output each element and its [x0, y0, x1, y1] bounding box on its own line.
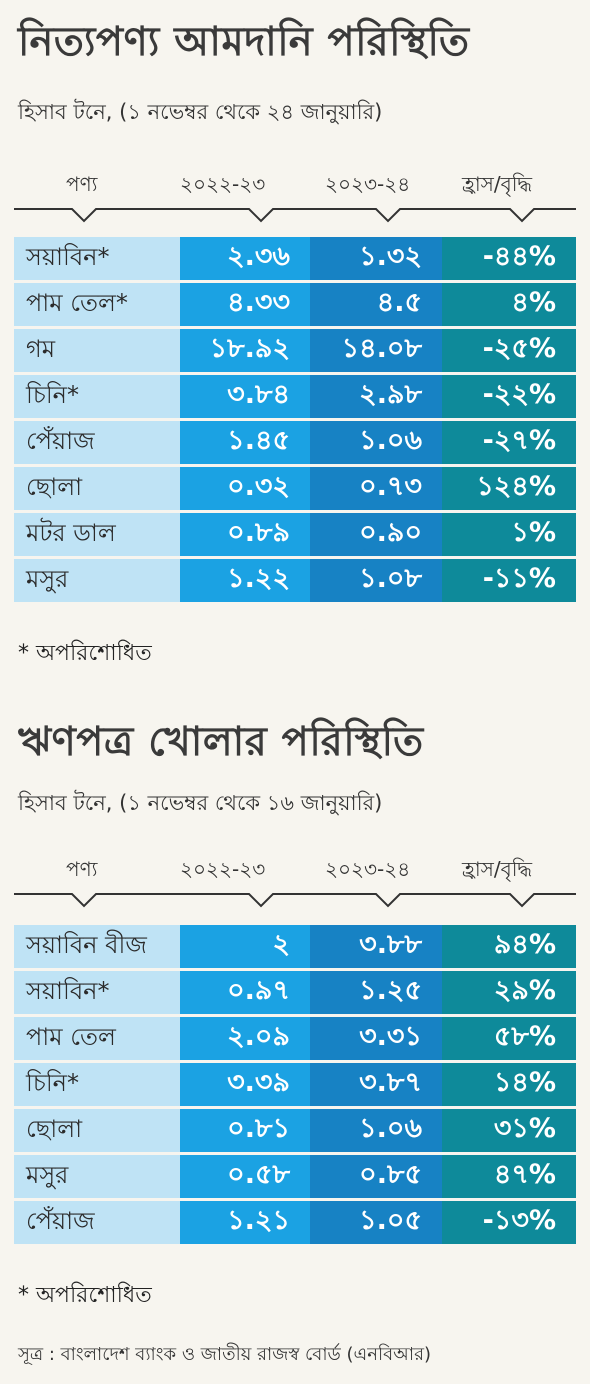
value-2022-23-cell: ২.৩৬: [180, 237, 310, 280]
table1-header-divider: [14, 208, 576, 223]
change-cell: ১৪%: [442, 1063, 576, 1106]
value-2022-23-cell: ৪.৩৩: [180, 283, 310, 326]
value-2022-23-cell: ০.৫৮: [180, 1155, 310, 1198]
value-2022-23-cell: ৩.৩৯: [180, 1063, 310, 1106]
value-2023-24-cell: ১৪.০৮: [310, 329, 442, 372]
product-cell: সয়াবিন*: [14, 971, 180, 1014]
table-row: চিনি* ৩.৩৯ ৩.৮৭ ১৪%: [14, 1063, 576, 1106]
table-row: পাম তেল* ৪.৩৩ ৪.৫ ৪%: [14, 283, 576, 326]
change-cell: -২৫%: [442, 329, 576, 372]
change-cell: ৪৭%: [442, 1155, 576, 1198]
table1-body: সয়াবিন* ২.৩৬ ১.৩২ -৪৪% পাম তেল* ৪.৩৩ ৪.৫ ৪% গম ১…: [14, 237, 576, 605]
table-row: পেঁয়াজ ১.৪৫ ১.০৬ -২৭%: [14, 421, 576, 464]
table1-header-product: পণ্য: [66, 172, 98, 196]
table1-header-2022: ২০২২-২৩: [180, 172, 266, 196]
product-cell: মটর ডাল: [14, 513, 180, 556]
value-2022-23-cell: ৩.৮৪: [180, 375, 310, 418]
change-cell: -২৭%: [442, 421, 576, 464]
source-credit: সূত্র : বাংলাদেশ ব্যাংক ও জাতীয় রাজস্ব …: [18, 1344, 432, 1365]
change-cell: ১২৪%: [442, 467, 576, 510]
table-row: সয়াবিন বীজ ২ ৩.৮৮ ৯৪%: [14, 925, 576, 968]
table2-header-divider: [14, 893, 576, 908]
table2-header-2022: ২০২২-২৩: [180, 857, 266, 881]
product-cell: চিনি*: [14, 375, 180, 418]
table1-subtitle: হিসাব টনে, (১ নভেম্বর থেকে ২৪ জানুয়ারি): [18, 100, 383, 124]
product-cell: সয়াবিন*: [14, 237, 180, 280]
value-2022-23-cell: ২: [180, 925, 310, 968]
table-row: পেঁয়াজ ১.২১ ১.০৫ -১৩%: [14, 1201, 576, 1244]
product-cell: চিনি*: [14, 1063, 180, 1106]
table2-subtitle: হিসাব টনে, (১ নভেম্বর থেকে ১৬ জানুয়ারি): [18, 791, 383, 815]
table2-body: সয়াবিন বীজ ২ ৩.৮৮ ৯৪% সয়াবিন* ০.৯৭ ১.২৫ ২৯% পা…: [14, 925, 576, 1247]
value-2023-24-cell: ৩.৮৭: [310, 1063, 442, 1106]
table-row: চিনি* ৩.৮৪ ২.৯৮ -২২%: [14, 375, 576, 418]
table1-header-2023: ২০২৩-২৪: [325, 172, 411, 196]
table-row: মটর ডাল ০.৮৯ ০.৯০ ১%: [14, 513, 576, 556]
value-2023-24-cell: ১.০৫: [310, 1201, 442, 1244]
product-cell: ছোলা: [14, 467, 180, 510]
product-cell: পাম তেল*: [14, 283, 180, 326]
value-2023-24-cell: ০.৯০: [310, 513, 442, 556]
table2-header-2023: ২০২৩-২৪: [325, 857, 411, 881]
change-cell: ১%: [442, 513, 576, 556]
table-row: সয়াবিন* ২.৩৬ ১.৩২ -৪৪%: [14, 237, 576, 280]
product-cell: মসুর: [14, 1155, 180, 1198]
value-2023-24-cell: ১.২৫: [310, 971, 442, 1014]
value-2023-24-cell: ৩.৩১: [310, 1017, 442, 1060]
table1-footnote: * অপরিশোধিত: [18, 641, 152, 666]
value-2023-24-cell: ০.৮৫: [310, 1155, 442, 1198]
table-row: মসুর ০.৫৮ ০.৮৫ ৪৭%: [14, 1155, 576, 1198]
product-cell: সয়াবিন বীজ: [14, 925, 180, 968]
table2-footnote: * অপরিশোধিত: [18, 1283, 152, 1308]
value-2022-23-cell: ১.৪৫: [180, 421, 310, 464]
table1-title: নিত্যপণ্য আমদানি পরিস্থিতি: [18, 19, 470, 65]
table2-header-product: পণ্য: [66, 857, 98, 881]
change-cell: -১৩%: [442, 1201, 576, 1244]
change-cell: ৪%: [442, 283, 576, 326]
change-cell: -১১%: [442, 559, 576, 602]
value-2022-23-cell: ০.৮১: [180, 1109, 310, 1152]
value-2022-23-cell: ২.০৯: [180, 1017, 310, 1060]
table-row: সয়াবিন* ০.৯৭ ১.২৫ ২৯%: [14, 971, 576, 1014]
value-2023-24-cell: ৩.৮৮: [310, 925, 442, 968]
change-cell: ৯৪%: [442, 925, 576, 968]
product-cell: পেঁয়াজ: [14, 1201, 180, 1244]
value-2023-24-cell: ২.৯৮: [310, 375, 442, 418]
table1-header-change: হ্রাস/বৃদ্ধি: [462, 172, 533, 196]
change-cell: ৫৮%: [442, 1017, 576, 1060]
value-2023-24-cell: ১.৩২: [310, 237, 442, 280]
table-row: ছোলা ০.৮১ ১.০৬ ৩১%: [14, 1109, 576, 1152]
product-cell: পেঁয়াজ: [14, 421, 180, 464]
value-2023-24-cell: ১.০৬: [310, 421, 442, 464]
change-cell: ২৯%: [442, 971, 576, 1014]
value-2022-23-cell: ১৮.৯২: [180, 329, 310, 372]
table-row: মসুর ১.২২ ১.০৮ -১১%: [14, 559, 576, 602]
value-2023-24-cell: ০.৭৩: [310, 467, 442, 510]
value-2023-24-cell: ৪.৫: [310, 283, 442, 326]
table2-title: ঋণপত্র খোলার পরিস্থিতি: [18, 719, 424, 765]
product-cell: ছোলা: [14, 1109, 180, 1152]
change-cell: -২২%: [442, 375, 576, 418]
value-2022-23-cell: ১.২২: [180, 559, 310, 602]
table2-header-change: হ্রাস/বৃদ্ধি: [462, 857, 533, 881]
value-2022-23-cell: ১.২১: [180, 1201, 310, 1244]
value-2022-23-cell: ০.৩২: [180, 467, 310, 510]
table-row: ছোলা ০.৩২ ০.৭৩ ১২৪%: [14, 467, 576, 510]
change-cell: ৩১%: [442, 1109, 576, 1152]
table-row: গম ১৮.৯২ ১৪.০৮ -২৫%: [14, 329, 576, 372]
product-cell: গম: [14, 329, 180, 372]
change-cell: -৪৪%: [442, 237, 576, 280]
table-row: পাম তেল ২.০৯ ৩.৩১ ৫৮%: [14, 1017, 576, 1060]
product-cell: মসুর: [14, 559, 180, 602]
value-2023-24-cell: ১.০৬: [310, 1109, 442, 1152]
value-2022-23-cell: ০.৮৯: [180, 513, 310, 556]
value-2023-24-cell: ১.০৮: [310, 559, 442, 602]
value-2022-23-cell: ০.৯৭: [180, 971, 310, 1014]
product-cell: পাম তেল: [14, 1017, 180, 1060]
